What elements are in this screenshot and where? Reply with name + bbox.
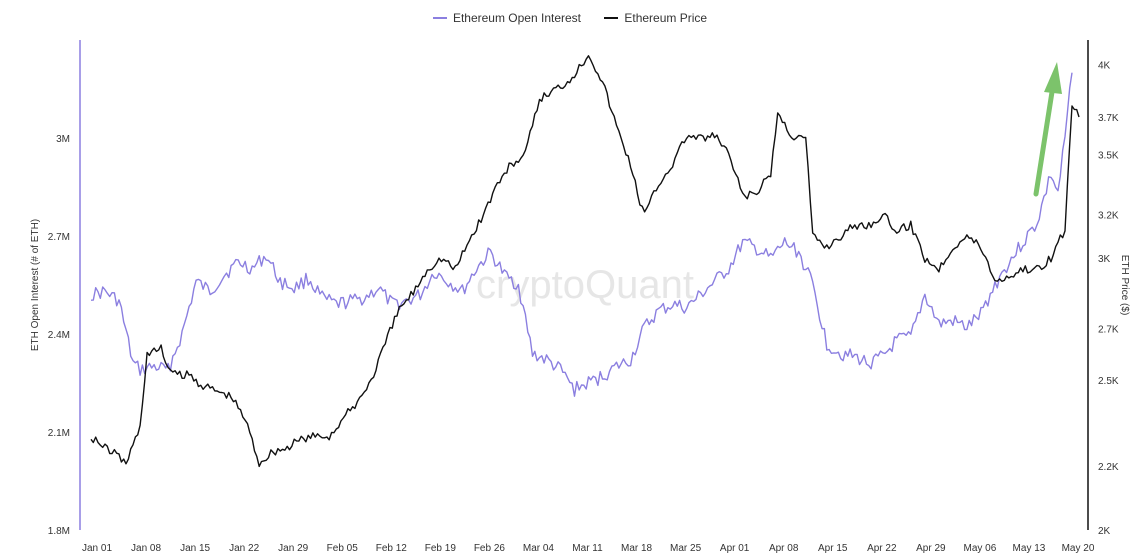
x-tick-label: Mar 04 (523, 543, 555, 554)
x-tick-label: Apr 01 (720, 543, 750, 554)
x-tick-label: Jan 29 (278, 543, 308, 554)
x-tick-label: May 20 (1062, 543, 1095, 554)
right-tick-label: 2K (1098, 526, 1111, 537)
x-tick-label: Apr 15 (818, 543, 848, 554)
watermark-text: cryptoQuant (476, 263, 694, 307)
x-tick-label: Feb 12 (376, 543, 408, 554)
left-tick-label: 2.1M (48, 428, 70, 439)
x-tick-label: Jan 08 (131, 543, 161, 554)
chart-legend: Ethereum Open Interest Ethereum Price (0, 8, 1140, 25)
right-tick-label: 3.2K (1098, 211, 1119, 222)
annotation-layer (1033, 62, 1062, 197)
x-tick-label: Apr 22 (867, 543, 897, 554)
x-tick-label: Mar 11 (572, 543, 603, 554)
x-tick-label: Apr 08 (769, 543, 799, 554)
series-layer (90, 55, 1080, 468)
x-tick-label: May 06 (964, 543, 997, 554)
left-axis-title: ETH Open Interest (# of ETH) (30, 219, 41, 351)
legend-item-price[interactable]: Ethereum Price (604, 11, 707, 25)
right-tick-label: 2.2K (1098, 462, 1119, 473)
right-tick-label: 2.7K (1098, 325, 1119, 336)
x-tick-label: Jan 22 (229, 543, 259, 554)
right-tick-label: 2.5K (1098, 376, 1119, 387)
watermark-layer: cryptoQuant (476, 263, 694, 307)
x-tick-label: Feb 19 (425, 543, 457, 554)
left-tick-label: 2.4M (48, 330, 70, 341)
right-tick-label: 3.5K (1098, 150, 1119, 161)
right-tick-label: 3K (1098, 254, 1111, 265)
right-tick-label: 4K (1098, 61, 1111, 72)
series-line-price (90, 55, 1080, 468)
x-tick-label: Feb 05 (327, 543, 359, 554)
legend-label-price: Ethereum Price (624, 11, 708, 25)
legend-item-open-interest[interactable]: Ethereum Open Interest (432, 11, 582, 25)
right-tick-label: 3.7K (1098, 113, 1119, 124)
x-tick-label: Mar 25 (670, 543, 702, 554)
legend-swatch-open-interest (432, 17, 447, 19)
x-tick-label: Jan 15 (180, 543, 210, 554)
left-tick-label: 2.7M (48, 232, 70, 243)
x-tick-label: Jan 01 (82, 543, 112, 554)
annotation-arrow-shaft (1033, 89, 1055, 197)
x-tick-label: May 13 (1013, 543, 1046, 554)
legend-label-open-interest: Ethereum Open Interest (452, 11, 582, 25)
axes: 1.8M 2.1M 2.4M 2.7M 3M 2K 2.2K 2.5K 2.7K 3K 3.2K 3.… (30, 40, 1130, 554)
right-axis-title: ETH Price ($) (1119, 255, 1130, 316)
series-line-open-interest (90, 72, 1073, 397)
left-tick-label: 1.8M (48, 526, 70, 537)
legend-swatch-price (604, 17, 619, 19)
left-tick-label: 3M (56, 134, 70, 145)
x-tick-label: Mar 18 (621, 543, 653, 554)
x-tick-label: Apr 29 (916, 543, 946, 554)
annotation-arrow-head (1044, 62, 1062, 94)
x-tick-label: Feb 26 (474, 543, 506, 554)
